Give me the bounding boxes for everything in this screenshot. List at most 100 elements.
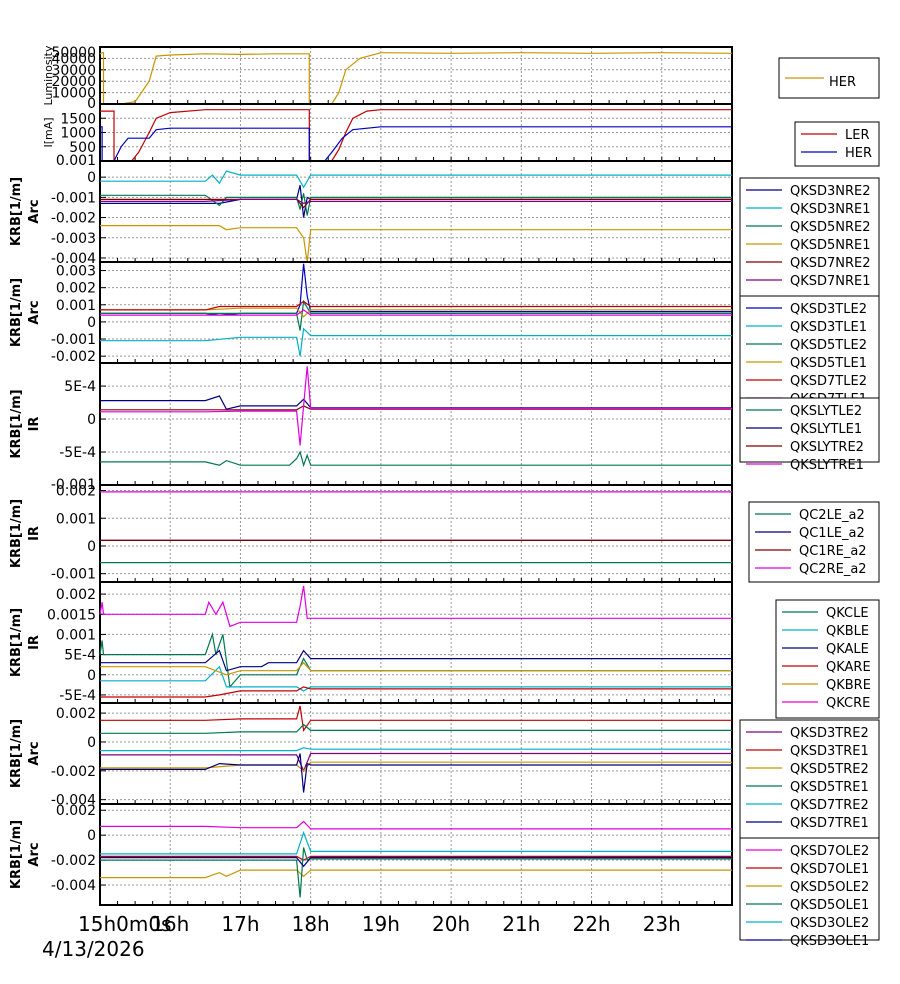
legend-label: QKSD7TLE2 <box>790 374 867 389</box>
legend-label: QKSD3TLE1 <box>790 320 867 335</box>
legend-label: QKSD7NRE2 <box>790 256 871 271</box>
legend-lum: HER <box>778 57 880 99</box>
series-QKSD5NRE2 <box>100 193 732 216</box>
y-axis-label: I[mA] <box>42 117 55 147</box>
legend-label: QKSD3OLE1 <box>790 934 869 949</box>
series-QKALE <box>100 649 732 672</box>
legend-label: QKBRE <box>826 678 871 693</box>
y-axis-sublabel: Arc <box>27 741 42 765</box>
legend-label: QKSD3TRE2 <box>790 726 869 741</box>
y-tick-label: 1000 <box>60 126 96 142</box>
y-tick-label: -0.002 <box>51 764 96 780</box>
y-tick-label: 0 <box>87 828 96 844</box>
y-tick-label: 0.002 <box>56 803 96 819</box>
y-tick-label: 0 <box>87 96 96 112</box>
y-tick-label: 0 <box>87 412 96 428</box>
series-QKSD3TRE1 <box>100 705 732 732</box>
legend-label: QKSD3TLE2 <box>790 302 867 317</box>
y-axis-label: KRB[1/m] <box>9 499 24 568</box>
series-QKSD7TLE2 <box>100 300 732 311</box>
y-axis-sublabel: IR <box>27 635 42 650</box>
series-QKSD3NRE1 <box>100 170 732 189</box>
y-tick-label: 0.001 <box>56 627 96 643</box>
y-tick-label: 50000 <box>51 45 96 61</box>
panel-p4: 0.002 0.001 0 -0.001 KRB[1/m] IR <box>9 484 733 583</box>
y-tick-label: -0.001 <box>51 332 96 348</box>
series-QKSD7OLE1 <box>100 855 732 861</box>
y-tick-label: 0 <box>87 539 96 555</box>
y-tick-label: 0.002 <box>56 484 96 500</box>
series-QKCLE <box>99 632 732 689</box>
x-tick-label: 21h <box>502 912 540 936</box>
legend-p5: QKCLE QKBLE QKALE QKARE QKBRE QKCRE <box>775 599 880 719</box>
series-QKSD3TRE2 <box>100 752 732 773</box>
legend-label: QKSD7TRE2 <box>790 798 869 813</box>
legend-label: QKSD5TLE1 <box>790 356 867 371</box>
legend-label: LER <box>845 128 870 143</box>
y-tick-label: -0.001 <box>51 567 96 583</box>
legend-label: QKSD5OLE1 <box>790 898 869 913</box>
x-tick-label: 20h <box>432 912 470 936</box>
legend-label: QKSD7OLE1 <box>790 862 869 877</box>
y-tick-label: 0 <box>87 170 96 186</box>
y-axis-sublabel: Arc <box>27 300 42 324</box>
series-QKSD5NRE1 <box>100 225 732 263</box>
panel-p1: 0 -0.001 -0.002 -0.003 -0.004 KRB[1/m] Arc <box>9 160 733 267</box>
y-tick-label: 0.002 <box>56 706 96 722</box>
y-tick-label: -0.004 <box>51 251 96 267</box>
legend-label: QKALE <box>826 642 869 657</box>
series-QKSD7TRE2 <box>100 747 732 752</box>
x-tick-label: 19h <box>362 912 400 936</box>
legend-label: QKSLYTLE2 <box>790 404 862 419</box>
series-QKARE <box>100 686 732 698</box>
series-LER <box>100 109 732 162</box>
series-QKSD3NRE2 <box>100 185 732 218</box>
y-axis-label: KRB[1/m] <box>9 278 24 347</box>
legend-label: QKBLE <box>826 624 869 639</box>
y-tick-label: -0.001 <box>51 477 96 493</box>
series-QKSD7TRE1 <box>100 753 732 793</box>
series-QKSD5TRE1 <box>100 723 732 734</box>
legend-p2: QKSD3TLE2 QKSD3TLE1 QKSD5TLE2 QKSD5TLE1 QKSD… <box>739 295 880 407</box>
y-axis-label: KRB[1/m] <box>9 177 24 246</box>
y-tick-label: -0.004 <box>51 793 96 809</box>
legend-label: QKSLYTRE1 <box>790 458 864 473</box>
legend-label: QC1RE_a2 <box>799 544 867 559</box>
y-tick-label: 0 <box>87 668 96 684</box>
y-axis-label: Luminosity <box>42 45 55 105</box>
x-tick-label: 22h <box>572 912 610 936</box>
legend-label: HER <box>845 146 872 161</box>
y-tick-label: 5E-4 <box>64 648 96 664</box>
legend-cur: LER HER <box>794 121 880 167</box>
series-QKSD7OLE2 <box>100 820 732 830</box>
panel-p5: 0.002 0.0015 0.001 5E-4 0 -5E-4 KRB[1/m] IR <box>9 581 733 704</box>
series-QKSLYTLE2 <box>100 450 732 468</box>
series-QKSD5TLE2 <box>100 299 732 331</box>
legend-label: QKSD5TLE2 <box>790 338 867 353</box>
legend-label: QKSD7OLE2 <box>790 844 869 859</box>
legend-label: HER <box>829 75 856 90</box>
y-tick-label: 20000 <box>51 74 96 90</box>
series-HER <box>99 52 733 105</box>
x-tick-label: 23h <box>643 912 681 936</box>
legend-label: QKSD5NRE1 <box>790 238 871 253</box>
series-QKCRE <box>99 585 732 628</box>
series-QKSLYTLE1 <box>100 395 732 410</box>
y-tick-label: -5E-4 <box>59 445 96 461</box>
legend-label: QC2RE_a2 <box>799 562 867 577</box>
y-axis-label: KRB[1/m] <box>9 608 24 677</box>
legend-label: QKSD7NRE1 <box>790 274 871 289</box>
series-QKSLYTRE1 <box>100 366 732 446</box>
date-label: 4/13/2026 <box>42 937 145 961</box>
legend-label: QKSD5NRE2 <box>790 220 871 235</box>
y-tick-label: 40000 <box>51 51 96 67</box>
series-QKSD3OLE1 <box>100 856 732 868</box>
panel-frame <box>99 484 733 583</box>
legend-label: QKARE <box>826 660 871 675</box>
y-tick-label: 0.001 <box>56 298 96 314</box>
panel-frame <box>99 581 733 704</box>
y-axis-sublabel: IR <box>27 417 42 432</box>
